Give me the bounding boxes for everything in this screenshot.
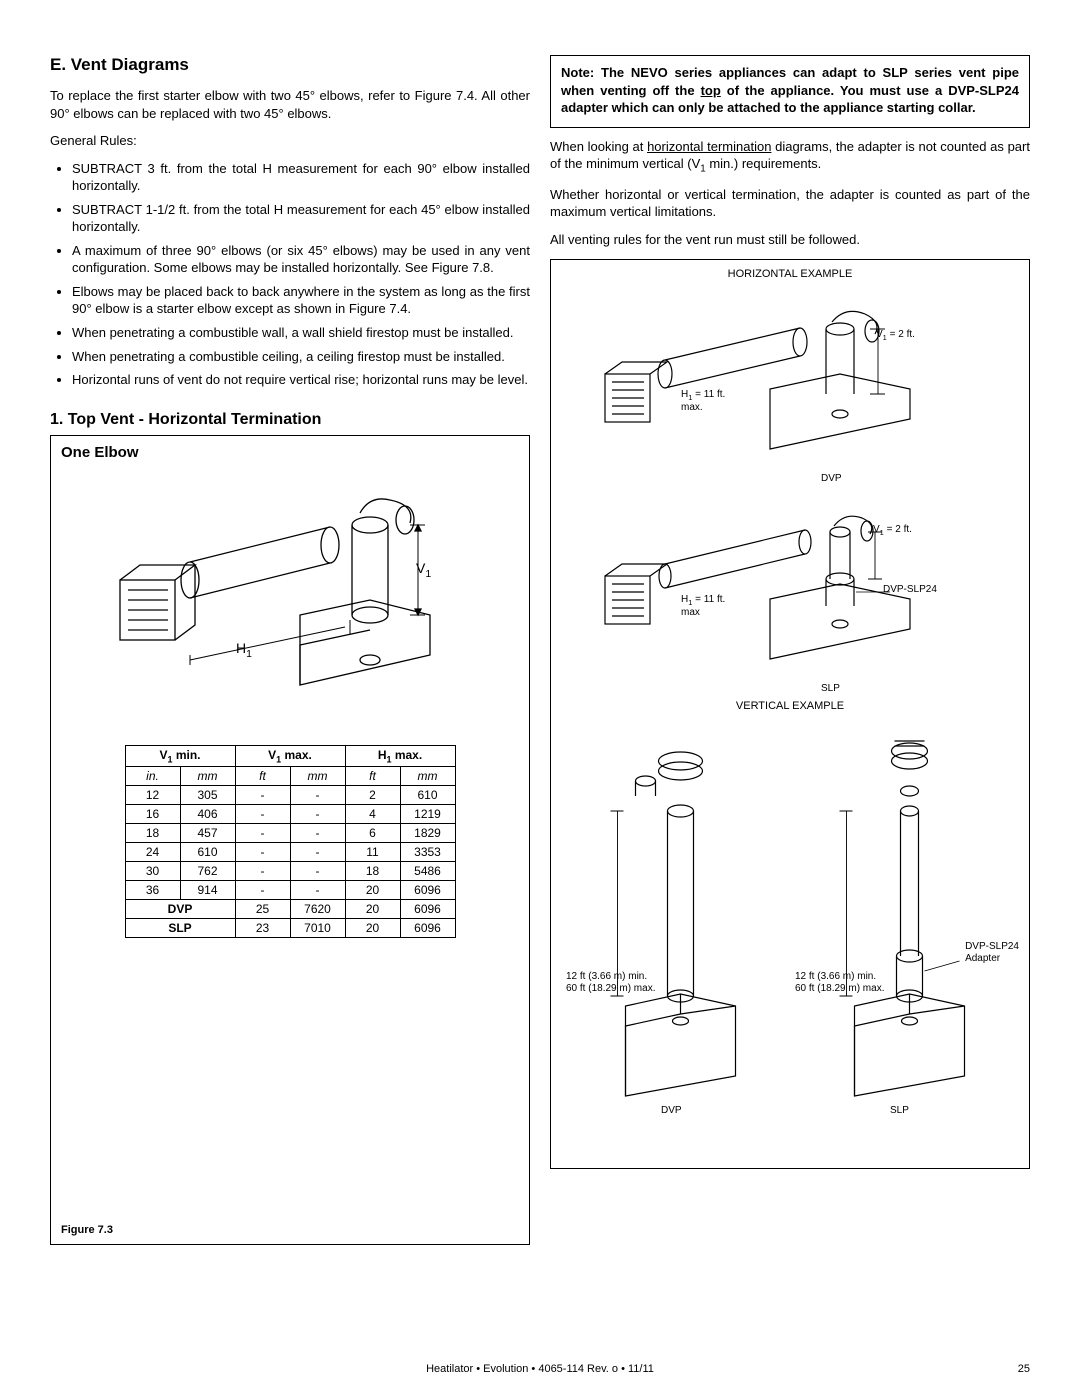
rule-item: SUBTRACT 1-1/2 ft. from the total H meas… bbox=[72, 201, 530, 236]
v1-label-a: V1 = 2 ft. bbox=[876, 329, 915, 342]
note-box: Note: The NEVO series appliances can ada… bbox=[550, 55, 1030, 128]
slp-label-b: SLP bbox=[890, 1105, 909, 1116]
v1-label-b: V1 = 2 ft. bbox=[873, 524, 912, 537]
general-rules-label: General Rules: bbox=[50, 132, 530, 150]
rule-item: Horizontal runs of vent do not require v… bbox=[72, 371, 530, 389]
footer-center: Heatilator • Evolution • 4065-114 Rev. o… bbox=[426, 1363, 654, 1375]
left-column: E. Vent Diagrams To replace the first st… bbox=[50, 55, 530, 1245]
h1-label-b: H1 = 11 ft.max bbox=[681, 594, 725, 618]
vert-ex-slp: 12 ft (3.66 m) min. 60 ft (18.29 m) max.… bbox=[790, 716, 1019, 1116]
top-vent-heading: 1. Top Vent - Horizontal Termination bbox=[50, 411, 530, 429]
rule-item: When penetrating a combustible wall, a w… bbox=[72, 324, 530, 342]
footer-page: 25 bbox=[1018, 1363, 1030, 1375]
figure-box: One Elbow bbox=[50, 435, 530, 1245]
para-adapter-counted: Whether horizontal or vertical terminati… bbox=[550, 186, 1030, 221]
page-footer: Heatilator • Evolution • 4065-114 Rev. o… bbox=[0, 1363, 1080, 1375]
vent-diagrams-heading: E. Vent Diagrams bbox=[50, 55, 530, 75]
vert-example-label: VERTICAL EXAMPLE bbox=[561, 700, 1019, 712]
para-horiz-term: When looking at horizontal termination d… bbox=[550, 138, 1030, 176]
rule-item: Elbows may be placed back to back anywhe… bbox=[72, 283, 530, 318]
examples-box: HORIZONTAL EXAMPLE bbox=[550, 259, 1030, 1169]
dvpslp-label-a: DVP-SLP24 bbox=[883, 584, 937, 595]
vent-table: V1 min. V1 max. H1 max. in.mmftmmftmm 12… bbox=[125, 745, 456, 938]
note-text: Note: The NEVO series appliances can ada… bbox=[561, 64, 1019, 117]
h1-label: H1 bbox=[236, 640, 252, 660]
rule-item: When penetrating a combustible ceiling, … bbox=[72, 348, 530, 366]
dvpslp-adapter-label: DVP-SLP24Adapter bbox=[965, 941, 1019, 965]
horiz-example-label: HORIZONTAL EXAMPLE bbox=[561, 268, 1019, 280]
slp-label-a: SLP bbox=[821, 683, 840, 694]
dvp-label-a: DVP bbox=[821, 473, 842, 484]
h1-label-a: H1 = 11 ft.max. bbox=[681, 389, 725, 413]
right-column: Note: The NEVO series appliances can ada… bbox=[550, 55, 1030, 1245]
vert-ex-dvp: 12 ft (3.66 m) min. 60 ft (18.29 m) max.… bbox=[561, 716, 790, 1116]
rules-list: SUBTRACT 3 ft. from the total H measurem… bbox=[50, 160, 530, 389]
horiz-ex-slp: H1 = 11 ft.max V1 = 2 ft. DVP-SLP24 SLP bbox=[561, 484, 1019, 694]
figure-label: Figure 7.3 bbox=[61, 1224, 113, 1236]
v1-label: V1 bbox=[416, 560, 431, 580]
one-elbow-diagram: V1 H1 bbox=[61, 465, 519, 725]
rule-item: A maximum of three 90° elbows (or six 45… bbox=[72, 242, 530, 277]
vert-examples: 12 ft (3.66 m) min. 60 ft (18.29 m) max.… bbox=[561, 716, 1019, 1116]
vert-range-b: 12 ft (3.66 m) min. 60 ft (18.29 m) max. bbox=[795, 971, 885, 995]
vert-range-a: 12 ft (3.66 m) min. 60 ft (18.29 m) max. bbox=[566, 971, 656, 995]
rule-item: SUBTRACT 3 ft. from the total H measurem… bbox=[72, 160, 530, 195]
one-elbow-label: One Elbow bbox=[61, 444, 519, 461]
dvp-label-b: DVP bbox=[661, 1105, 682, 1116]
horiz-ex-dvp: H1 = 11 ft.max. V1 = 2 ft. DVP bbox=[561, 284, 1019, 484]
para-venting-rules: All venting rules for the vent run must … bbox=[550, 231, 1030, 249]
intro-paragraph: To replace the first starter elbow with … bbox=[50, 87, 530, 122]
